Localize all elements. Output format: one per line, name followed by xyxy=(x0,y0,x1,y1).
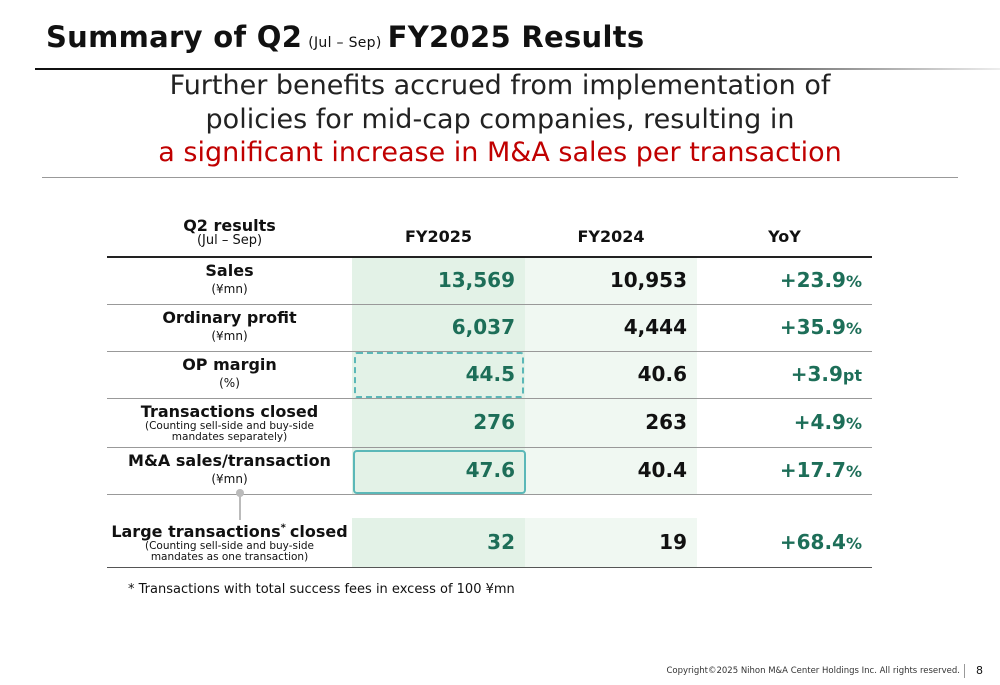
bottom-rule xyxy=(107,567,872,568)
row-title-end: closed xyxy=(289,522,348,541)
row-title-text: Sales xyxy=(205,261,254,280)
row-rule xyxy=(107,304,872,305)
row-label: Ordinary profit (¥mn) xyxy=(107,308,352,351)
footnote: * Transactions with total success fees i… xyxy=(128,582,515,597)
row-title: Large transactions* closed xyxy=(107,522,352,541)
fy2024-value: 19 xyxy=(659,530,687,554)
row-label: Sales (¥mn) xyxy=(107,261,352,304)
title-main: Summary of Q2 xyxy=(46,20,303,54)
row-rule xyxy=(107,494,872,495)
row-label: Transactions closed (Counting sell-side a… xyxy=(107,402,352,447)
row-unit: (¥mn) xyxy=(211,329,248,343)
row-unit: (¥mn) xyxy=(211,282,248,296)
footnote-text: Transactions with total success fees in … xyxy=(138,582,515,597)
yoy-unit: % xyxy=(845,319,862,338)
yoy-unit: pt xyxy=(842,366,862,385)
yoy-number: +68.4 xyxy=(779,530,846,554)
highlight-dashed xyxy=(354,352,524,398)
row-unit: (Counting sell-side and buy-side mandate… xyxy=(145,420,314,443)
headline-emphasis: a significant increase in M&A sales per … xyxy=(158,137,842,168)
fy2024-value: 40.6 xyxy=(637,362,687,386)
row-title: M&A sales/transaction xyxy=(107,451,352,470)
divider xyxy=(42,177,958,178)
title-rule xyxy=(35,68,1000,70)
column-header: YoY xyxy=(768,227,801,246)
yoy-value: +68.4% xyxy=(697,518,872,567)
row-rule xyxy=(107,398,872,399)
yoy-value: +3.9pt xyxy=(697,351,872,398)
yoy-number: +35.9 xyxy=(779,315,846,339)
yoy-number: +4.9 xyxy=(793,410,846,434)
yoy-number: +23.9 xyxy=(779,268,846,292)
yoy-unit: % xyxy=(845,272,862,291)
fy2025-value: 47.6 xyxy=(465,458,515,482)
fy2024-value: 40.4 xyxy=(637,458,687,482)
fy2024-value: 263 xyxy=(645,410,687,434)
spacer-bg xyxy=(107,495,872,518)
fy2025-value: 13,569 xyxy=(437,268,515,292)
row-label: OP margin (%) xyxy=(107,355,352,398)
row-label: Large transactions* closed (Counting sell-… xyxy=(107,522,352,567)
row-title-text: Ordinary profit xyxy=(162,308,297,327)
header-label: Q2 results (Jul – Sep) xyxy=(107,218,352,256)
row-label: M&A sales/transaction (¥mn) xyxy=(107,451,352,494)
row-title: Sales xyxy=(107,261,352,280)
yoy-unit: % xyxy=(845,534,862,553)
row-unit: (Counting sell-side and buy-side mandate… xyxy=(145,540,314,563)
row-title: Ordinary profit xyxy=(107,308,352,327)
yoy-unit: % xyxy=(845,462,862,481)
row-rule xyxy=(107,351,872,352)
row-rule xyxy=(107,447,872,448)
yoy-value: +35.9% xyxy=(697,304,872,351)
title-end: FY2025 Results xyxy=(387,20,645,54)
yoy-value: +23.9% xyxy=(697,257,872,304)
title-period: (Jul – Sep) xyxy=(308,35,382,51)
headline-line: Further benefits accrued from implementa… xyxy=(169,70,831,101)
fy2025-value: 32 xyxy=(487,530,515,554)
fy2024-value: 4,444 xyxy=(623,315,687,339)
row-unit: (¥mn) xyxy=(211,472,248,486)
yoy-unit: % xyxy=(845,414,862,433)
row-title: OP margin xyxy=(107,355,352,374)
footer-separator xyxy=(964,664,965,678)
headline-line: policies for mid-cap companies, resultin… xyxy=(205,104,795,135)
header-title: Q2 results xyxy=(183,216,276,235)
row-title-text: OP margin xyxy=(182,355,277,374)
row-unit: (%) xyxy=(219,376,240,390)
fy2024-value: 10,953 xyxy=(609,268,687,292)
row-title: Transactions closed xyxy=(107,402,352,421)
column-header: FY2025 xyxy=(404,227,473,246)
row-title-text: Large transactions xyxy=(111,522,281,541)
connector-dot xyxy=(236,489,244,497)
column-header: FY2024 xyxy=(577,227,645,246)
row-title-text: Transactions closed xyxy=(140,402,319,421)
fy2025-value: 276 xyxy=(473,410,515,434)
yoy-value: +4.9% xyxy=(697,398,872,447)
row-title-text: M&A sales/transaction xyxy=(128,451,331,470)
header-subtitle: (Jul – Sep) xyxy=(196,233,263,248)
yoy-number: +17.7 xyxy=(779,458,846,482)
page-number: 8 xyxy=(976,664,983,677)
footnote-mark: * xyxy=(128,582,135,597)
fy2025-value: 44.5 xyxy=(465,362,515,386)
yoy-value: +17.7% xyxy=(697,447,872,494)
copyright: Copyright©2025 Nihon M&A Center Holdings… xyxy=(666,666,960,676)
connector-line xyxy=(239,492,241,520)
fy2025-value: 6,037 xyxy=(451,315,515,339)
slide-title: Summary of Q2 (Jul – Sep) FY2025 Results xyxy=(46,20,644,54)
highlight-solid xyxy=(353,450,526,494)
row-title-note: * xyxy=(280,522,286,534)
header-rule xyxy=(107,256,872,258)
yoy-number: +3.9 xyxy=(790,362,843,386)
